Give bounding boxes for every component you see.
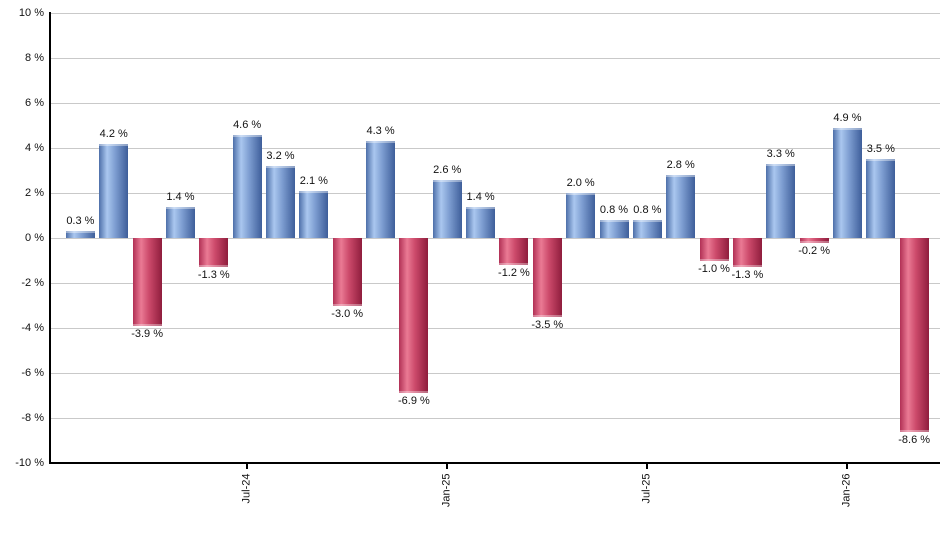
- bar-value-label: -1.3 %: [731, 269, 764, 282]
- x-axis-tick-label: Jul-24: [240, 473, 253, 504]
- gridline-8%: [50, 58, 940, 59]
- bar-monthly-total-return-5: [232, 134, 262, 238]
- bar-value-label: 3.3 %: [766, 147, 795, 160]
- gridline--6%: [50, 373, 940, 374]
- gridline-10%: [50, 13, 940, 14]
- x-axis-tick-mark: [646, 464, 649, 469]
- bar-monthly-total-return-15: [566, 193, 596, 238]
- x-axis-tick-mark: [846, 464, 849, 469]
- bar-value-label: -1.0 %: [698, 262, 730, 275]
- bar-monthly-total-return-6: [266, 166, 295, 238]
- bar-monthly-total-return-23: [832, 127, 862, 238]
- bar-value-label: -3.5 %: [531, 318, 564, 331]
- y-axis-tick-label: 0 %: [25, 231, 44, 244]
- bar-monthly-total-return-14: [532, 238, 562, 317]
- bar-monthly-total-return-25: [899, 238, 929, 432]
- bar-value-label: -0.2 %: [798, 244, 830, 257]
- gridline-2%: [50, 193, 940, 194]
- gridline-6%: [50, 103, 940, 104]
- gridline--8%: [50, 418, 940, 419]
- bar-monthly-total-return-10: [399, 238, 429, 394]
- y-axis-tick-label: 4 %: [25, 141, 44, 154]
- bar-monthly-total-return-7: [299, 190, 329, 238]
- y-axis-tick-label: -8 %: [21, 411, 44, 424]
- bar-monthly-total-return-22: [799, 238, 829, 243]
- x-axis-tick-label: Jan-26: [840, 473, 853, 508]
- bar-value-label: 4.6 %: [233, 118, 262, 131]
- bar-monthly-total-return-21: [766, 163, 796, 238]
- x-axis-tick-label: Jan-25: [440, 473, 453, 508]
- y-axis-tick-label: -10 %: [15, 456, 44, 469]
- x-axis-line: [49, 462, 940, 464]
- bar-value-label: -8.6 %: [898, 433, 931, 446]
- bar-monthly-total-return-3: [165, 206, 195, 238]
- bar-value-label: 0.8 %: [633, 204, 662, 216]
- gridline-0%: [50, 238, 940, 239]
- bar-monthly-total-return-8: [332, 238, 362, 306]
- bar-value-label: 3.2 %: [266, 150, 295, 162]
- bar-value-label: -1.3 %: [197, 269, 230, 282]
- gridline--2%: [50, 283, 940, 284]
- bar-monthly-total-return-17: [632, 220, 662, 238]
- bar-monthly-total-return-2: [132, 238, 162, 326]
- y-axis-tick-label: -2 %: [21, 276, 44, 289]
- bar-value-label: 4.2 %: [99, 127, 128, 140]
- bar-value-label: -1.2 %: [498, 267, 530, 279]
- bar-value-label: 3.5 %: [866, 143, 895, 156]
- y-axis-tick-label: -6 %: [21, 366, 44, 379]
- y-axis-tick-label: 8 %: [25, 51, 44, 64]
- bar-value-label: 2.0 %: [566, 177, 595, 189]
- bar-monthly-total-return-13: [499, 238, 529, 265]
- y-axis-tick-label: 6 %: [25, 96, 44, 109]
- bar-value-label: 2.1 %: [299, 174, 328, 187]
- bar-monthly-total-return-1: [99, 143, 129, 238]
- bar-value-label: 1.4 %: [166, 190, 195, 203]
- gridline-4%: [50, 148, 940, 149]
- bar-monthly-total-return-24: [866, 159, 896, 238]
- bar-monthly-total-return-20: [732, 238, 762, 268]
- y-axis-tick-label: 2 %: [25, 186, 44, 199]
- bar-value-label: 2.6 %: [433, 163, 462, 176]
- bar-value-label: -3.0 %: [331, 307, 364, 320]
- bar-value-label: 4.3 %: [366, 125, 395, 138]
- bar-monthly-total-return-12: [466, 206, 496, 238]
- gridline--4%: [50, 328, 940, 329]
- bar-value-label: 0.8 %: [599, 204, 629, 216]
- y-axis-tick-label: 10 %: [18, 6, 44, 19]
- bar-monthly-total-return-9: [366, 141, 396, 238]
- bar-monthly-total-return-0: [65, 231, 95, 238]
- bar-value-label: 4.9 %: [833, 111, 862, 124]
- bar-monthly-total-return-18: [666, 175, 696, 238]
- bar-value-label: -6.9 %: [397, 395, 430, 408]
- y-axis-line: [49, 12, 51, 464]
- bar-monthly-total-return-11: [432, 179, 462, 238]
- bar-monthly-total-return-16: [599, 220, 629, 238]
- x-axis-tick-mark: [246, 464, 249, 469]
- bar-value-label: -3.9 %: [131, 327, 163, 340]
- bar-monthly-total-return-4: [199, 238, 229, 268]
- bar-monthly-total-return-19: [699, 238, 729, 261]
- bar-value-label: 2.8 %: [666, 159, 695, 171]
- bar-value-label: 1.4 %: [466, 190, 495, 203]
- y-axis-tick-label: -4 %: [21, 321, 44, 334]
- x-axis-tick-label: Jul-25: [640, 473, 653, 504]
- bar-value-label: 0.3 %: [66, 215, 95, 228]
- x-axis-tick-mark: [446, 464, 449, 469]
